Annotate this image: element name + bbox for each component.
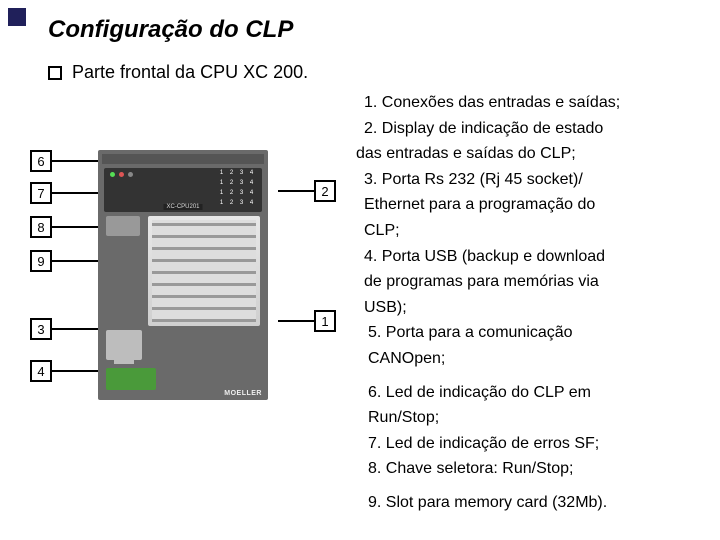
io-status-grid: 1234 1234 1234 1234 bbox=[217, 170, 256, 209]
plc-device: 1234 1234 1234 1234 XC-CPU201 MOELLER bbox=[98, 150, 268, 400]
page-title: Configuração do CLP bbox=[48, 16, 293, 44]
lead-7 bbox=[52, 192, 98, 194]
lead-9 bbox=[52, 260, 98, 262]
desc-3b: Ethernet para a programação do bbox=[356, 194, 704, 216]
io-terminal-block bbox=[148, 216, 260, 326]
subtitle-text: Parte frontal da CPU XC 200. bbox=[72, 62, 308, 83]
desc-7: 7. Led de indicação de erros SF; bbox=[356, 433, 704, 455]
led-run-icon bbox=[110, 172, 115, 177]
callout-3: 3 bbox=[30, 318, 52, 340]
desc-2b: das entradas e saídas do CLP; bbox=[356, 143, 704, 165]
led-aux-icon bbox=[128, 172, 133, 177]
desc-1: 1. Conexões das entradas e saídas; bbox=[356, 92, 704, 114]
lead-4 bbox=[52, 370, 98, 372]
lead-2 bbox=[278, 190, 314, 192]
desc-5a: 5. Porta para a comunicação bbox=[356, 322, 704, 344]
desc-4b: de programas para memórias via bbox=[356, 271, 704, 293]
run-stop-switch-icon bbox=[106, 216, 140, 236]
device-top-strip bbox=[102, 154, 264, 164]
bullet-square-icon bbox=[48, 66, 62, 80]
desc-3c: CLP; bbox=[356, 220, 704, 242]
lead-6 bbox=[52, 160, 98, 162]
desc-2a: 2. Display de indicação de estado bbox=[356, 118, 704, 140]
led-sf-icon bbox=[119, 172, 124, 177]
callout-4: 4 bbox=[30, 360, 52, 382]
desc-8: 8. Chave seletora: Run/Stop; bbox=[356, 458, 704, 480]
corner-decor bbox=[8, 8, 26, 26]
desc-4c: USB); bbox=[356, 297, 704, 319]
desc-6a: 6. Led de indicação do CLP em bbox=[356, 382, 704, 404]
brand-label: MOELLER bbox=[224, 390, 262, 397]
can-terminal-icon bbox=[106, 368, 156, 390]
led-row bbox=[110, 172, 133, 177]
device-panel: 1234 1234 1234 1234 XC-CPU201 bbox=[104, 168, 262, 212]
device-diagram: 6 7 8 9 3 4 2 1 1234 1234 1234 1234 XC-C… bbox=[28, 140, 338, 430]
rj45-port-icon bbox=[106, 330, 142, 360]
desc-3a: 3. Porta Rs 232 (Rj 45 socket)/ bbox=[356, 169, 704, 191]
callout-7: 7 bbox=[30, 182, 52, 204]
description-list: 1. Conexões das entradas e saídas; 2. Di… bbox=[356, 92, 704, 518]
callout-8: 8 bbox=[30, 216, 52, 238]
desc-5b: CANOpen; bbox=[356, 348, 704, 370]
callout-6: 6 bbox=[30, 150, 52, 172]
callout-1: 1 bbox=[314, 310, 336, 332]
model-label: XC-CPU201 bbox=[163, 204, 202, 210]
desc-4a: 4. Porta USB (backup e download bbox=[356, 246, 704, 268]
lead-3 bbox=[52, 328, 98, 330]
lead-8 bbox=[52, 226, 98, 228]
callout-9: 9 bbox=[30, 250, 52, 272]
lead-1 bbox=[278, 320, 314, 322]
desc-9: 9. Slot para memory card (32Mb). bbox=[356, 492, 704, 514]
desc-6b: Run/Stop; bbox=[356, 407, 704, 429]
callout-2: 2 bbox=[314, 180, 336, 202]
subtitle-row: Parte frontal da CPU XC 200. bbox=[48, 62, 308, 83]
